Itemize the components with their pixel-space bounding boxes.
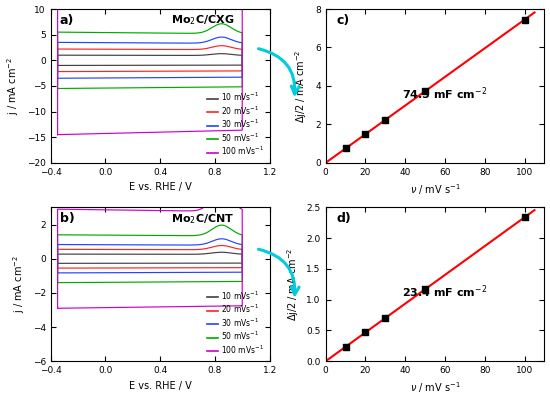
Text: 74.5 mF cm$^{-2}$: 74.5 mF cm$^{-2}$ <box>402 85 487 101</box>
Point <box>520 16 529 23</box>
Point <box>381 315 390 321</box>
Point <box>421 286 430 292</box>
X-axis label: $\nu$ / mV s$^{-1}$: $\nu$ / mV s$^{-1}$ <box>410 182 460 197</box>
X-axis label: E vs. RHE / V: E vs. RHE / V <box>129 381 191 391</box>
X-axis label: $\nu$ / mV s$^{-1}$: $\nu$ / mV s$^{-1}$ <box>410 381 460 395</box>
Point <box>421 88 430 94</box>
Point <box>361 329 370 336</box>
Point <box>341 145 350 152</box>
Text: b): b) <box>59 212 74 225</box>
Legend: 10 mVs$^{-1}$, 20 mVs$^{-1}$, 30 mVs$^{-1}$, 50 mVs$^{-1}$, 100 mVs$^{-1}$: 10 mVs$^{-1}$, 20 mVs$^{-1}$, 30 mVs$^{-… <box>205 288 266 357</box>
Text: c): c) <box>337 14 350 27</box>
Y-axis label: $\Delta$j/2 / mA cm$^{-2}$: $\Delta$j/2 / mA cm$^{-2}$ <box>294 49 310 123</box>
Y-axis label: j / mA cm$^{-2}$: j / mA cm$^{-2}$ <box>12 255 27 313</box>
Y-axis label: $\Delta$j/2 / mA cm$^{-2}$: $\Delta$j/2 / mA cm$^{-2}$ <box>285 247 301 321</box>
Point <box>361 131 370 138</box>
Text: 23.4 mF cm$^{-2}$: 23.4 mF cm$^{-2}$ <box>402 284 487 300</box>
Text: a): a) <box>59 14 74 27</box>
Text: Mo$_2$C/CXG: Mo$_2$C/CXG <box>171 14 234 27</box>
Legend: 10 mVs$^{-1}$, 20 mVs$^{-1}$, 30 mVs$^{-1}$, 50 mVs$^{-1}$, 100 mVs$^{-1}$: 10 mVs$^{-1}$, 20 mVs$^{-1}$, 30 mVs$^{-… <box>205 89 266 159</box>
Y-axis label: j / mA cm$^{-2}$: j / mA cm$^{-2}$ <box>6 57 21 115</box>
Point <box>381 117 390 123</box>
Point <box>341 344 350 350</box>
X-axis label: E vs. RHE / V: E vs. RHE / V <box>129 182 191 192</box>
Text: d): d) <box>337 212 351 225</box>
Point <box>520 214 529 221</box>
Text: Mo$_2$C/CNT: Mo$_2$C/CNT <box>171 212 234 226</box>
